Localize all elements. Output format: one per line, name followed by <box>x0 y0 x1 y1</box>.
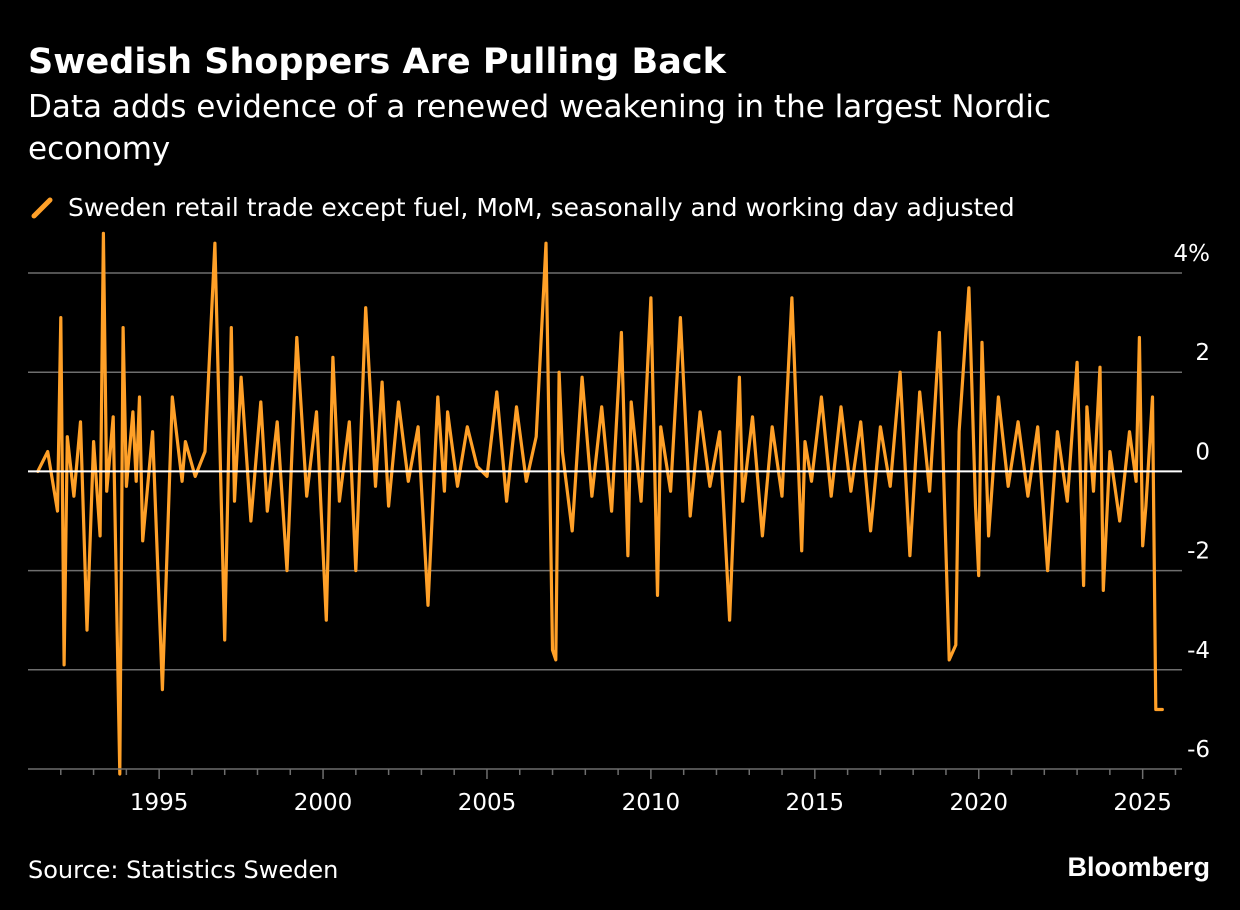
y-tick-label: -2 <box>1187 539 1210 565</box>
x-axis <box>28 768 1182 779</box>
chart-subtitle: Data adds evidence of a renewed weakenin… <box>28 89 1052 167</box>
legend: Sweden retail trade except fuel, MoM, se… <box>30 190 1015 226</box>
x-tick-label: 2025 <box>1113 790 1172 816</box>
y-tick-label: -4 <box>1187 638 1210 664</box>
legend-label: Sweden retail trade except fuel, MoM, se… <box>68 193 1015 222</box>
series-line-0 <box>36 231 1164 776</box>
legend-swatch-icon <box>31 197 53 219</box>
chart-title: Swedish Shoppers Are Pulling Back <box>28 42 726 82</box>
x-tick-label: 2005 <box>458 790 517 816</box>
x-tick-label: 2010 <box>622 790 681 816</box>
y-tick-label: 0 <box>1195 439 1210 465</box>
source-note: Source: Statistics Sweden <box>28 856 339 884</box>
x-tick-label: 2015 <box>786 790 845 816</box>
y-tick-label: -6 <box>1187 737 1210 763</box>
x-tick-label: 1995 <box>130 790 189 816</box>
series-layer <box>28 231 1182 776</box>
brand-logo: Bloomberg <box>1067 852 1210 882</box>
y-tick-label: 2 <box>1195 340 1210 366</box>
tick-labels: 4% 2 0 -2 -4 -6 1995 2000 2005 2010 2015 2020 2025 <box>130 241 1210 816</box>
y-tick-label: 4% <box>1174 241 1211 267</box>
gridlines <box>28 272 1182 671</box>
line-chart: 4% 2 0 -2 -4 -6 1995 2000 2005 2010 2015 2020 2025 <box>28 231 1210 816</box>
x-tick-label: 2020 <box>949 790 1008 816</box>
x-tick-label: 2000 <box>294 790 353 816</box>
